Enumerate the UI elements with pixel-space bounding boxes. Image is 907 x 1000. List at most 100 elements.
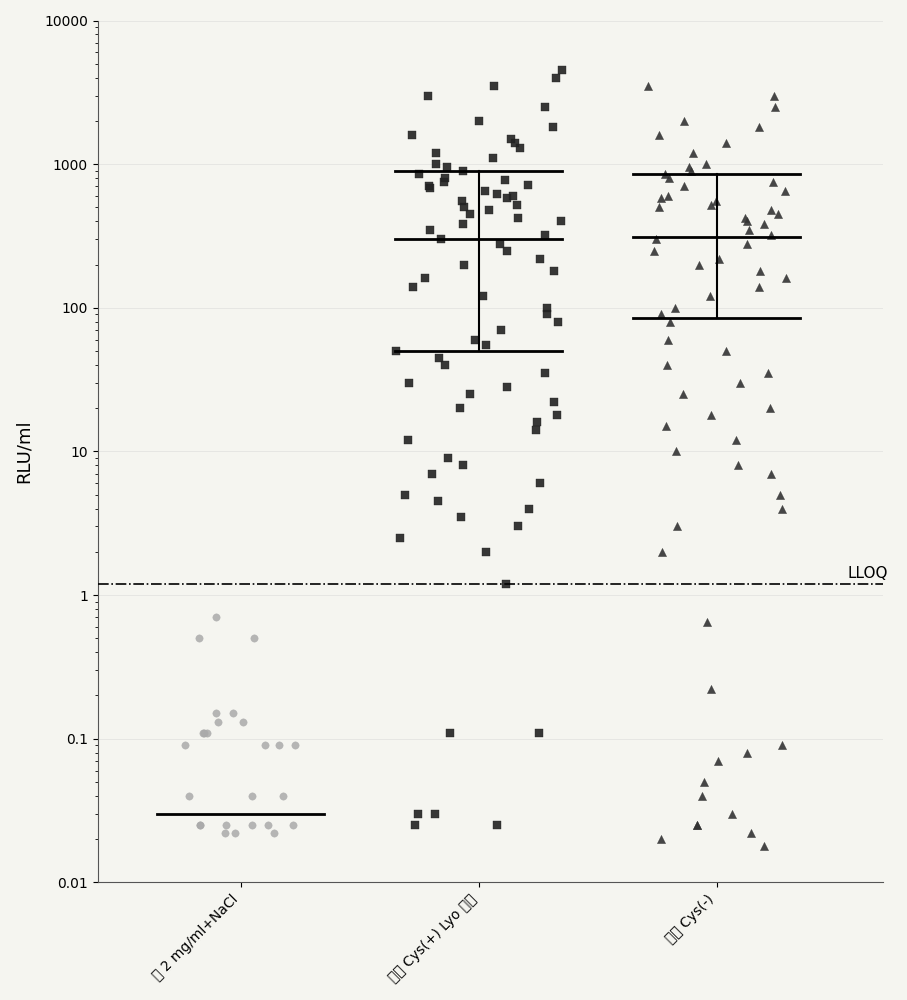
Point — [698, 156, 713, 172]
Point — [225, 705, 239, 721]
Point — [402, 375, 416, 391]
Point — [689, 817, 704, 833]
Point — [429, 156, 444, 172]
Point — [711, 753, 726, 769]
Point — [530, 414, 544, 430]
Point — [545, 119, 560, 135]
Point — [443, 725, 457, 741]
Point — [397, 487, 412, 503]
Point — [505, 188, 520, 204]
Point — [553, 213, 568, 229]
Point — [490, 817, 504, 833]
Point — [500, 379, 514, 395]
Point — [699, 614, 714, 630]
Point — [475, 288, 490, 304]
Point — [219, 817, 233, 833]
Point — [669, 443, 684, 459]
Point — [652, 199, 667, 215]
Point — [412, 166, 426, 182]
Point — [703, 197, 717, 213]
Point — [478, 183, 493, 199]
Point — [649, 231, 664, 247]
Point — [730, 457, 745, 473]
Point — [773, 487, 787, 503]
Point — [739, 745, 754, 761]
Point — [509, 197, 523, 213]
Point — [686, 145, 700, 161]
Point — [210, 714, 225, 730]
Point — [712, 251, 727, 267]
Point — [490, 186, 504, 202]
Point — [737, 210, 752, 226]
Point — [455, 163, 470, 179]
Point — [751, 279, 766, 295]
Point — [428, 806, 443, 822]
Point — [658, 418, 673, 434]
Point — [775, 737, 789, 753]
Point — [193, 817, 208, 833]
Point — [547, 263, 561, 279]
Point — [401, 432, 415, 448]
Point — [500, 243, 514, 259]
Point — [763, 400, 777, 416]
Point — [692, 257, 707, 273]
Point — [689, 817, 704, 833]
Point — [438, 170, 453, 186]
Point — [478, 544, 493, 560]
Point — [463, 206, 477, 222]
Point — [770, 206, 785, 222]
Point — [200, 725, 214, 741]
Point — [538, 99, 552, 115]
Point — [260, 817, 275, 833]
Point — [532, 725, 546, 741]
Point — [196, 725, 210, 741]
Point — [210, 609, 224, 625]
Point — [764, 466, 778, 482]
Point — [504, 131, 519, 147]
Point — [682, 159, 697, 175]
Point — [733, 375, 747, 391]
Point — [653, 306, 668, 322]
Point — [703, 681, 717, 697]
Point — [286, 817, 300, 833]
Point — [718, 343, 733, 359]
Point — [423, 180, 437, 196]
Point — [647, 243, 661, 259]
Y-axis label: RLU/ml: RLU/ml — [15, 420, 33, 483]
Point — [704, 407, 718, 423]
Point — [764, 227, 778, 243]
Point — [676, 386, 690, 402]
Point — [695, 788, 709, 804]
Point — [456, 199, 471, 215]
Point — [766, 174, 780, 190]
Point — [551, 314, 566, 330]
Point — [697, 774, 711, 790]
Point — [654, 831, 668, 847]
Point — [684, 163, 698, 179]
Point — [432, 350, 446, 366]
Point — [418, 270, 433, 286]
Point — [500, 190, 514, 206]
Point — [441, 450, 455, 466]
Point — [245, 817, 259, 833]
Point — [742, 222, 756, 238]
Point — [547, 394, 561, 410]
Point — [421, 88, 435, 104]
Point — [288, 737, 303, 753]
Text: LLOQ: LLOQ — [848, 566, 888, 581]
Point — [236, 714, 250, 730]
Point — [725, 806, 739, 822]
Point — [549, 70, 563, 86]
Point — [431, 493, 445, 509]
Point — [529, 422, 543, 438]
Point — [654, 190, 668, 206]
Point — [668, 300, 682, 316]
Point — [440, 159, 454, 175]
Point — [739, 236, 754, 252]
Point — [454, 509, 468, 525]
Point — [538, 365, 552, 381]
Point — [421, 178, 435, 194]
Point — [245, 788, 259, 804]
Point — [753, 263, 767, 279]
Point — [661, 332, 676, 348]
